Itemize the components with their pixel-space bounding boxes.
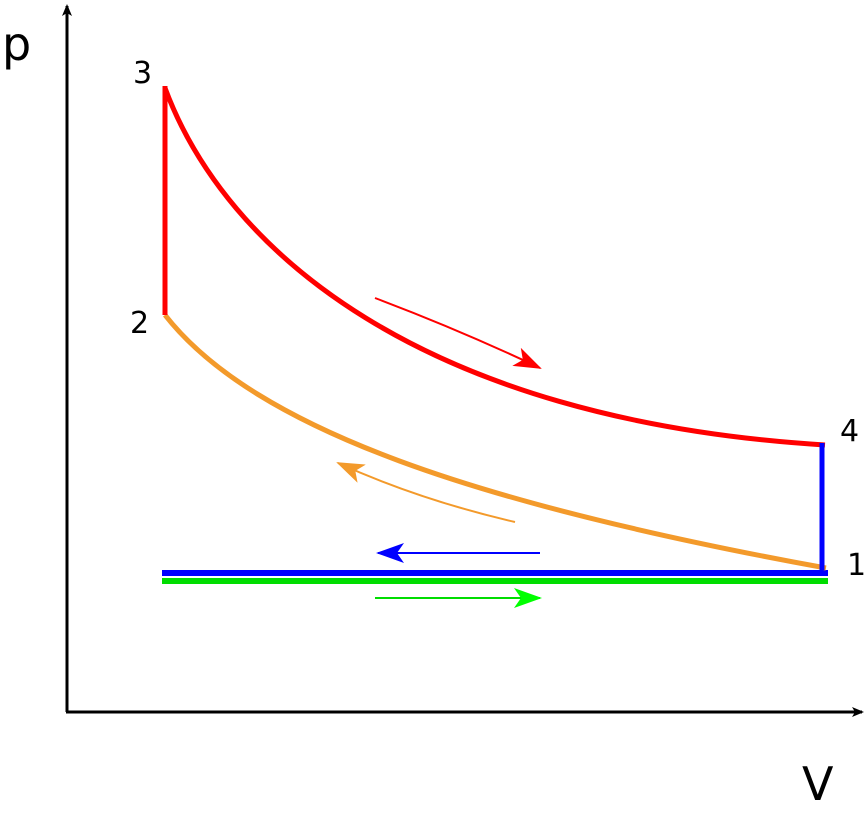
point-label: 3 <box>133 56 152 91</box>
point-label: 4 <box>840 414 859 449</box>
y-axis-label: p <box>2 17 31 71</box>
compression-curve <box>163 313 827 571</box>
x-axis-label: V <box>802 757 834 811</box>
point-label: 1 <box>847 548 866 583</box>
compression-arrow <box>336 462 516 523</box>
expansion-arrow <box>374 297 542 369</box>
point-label: 2 <box>130 306 149 341</box>
expansion-curve <box>162 87 826 448</box>
